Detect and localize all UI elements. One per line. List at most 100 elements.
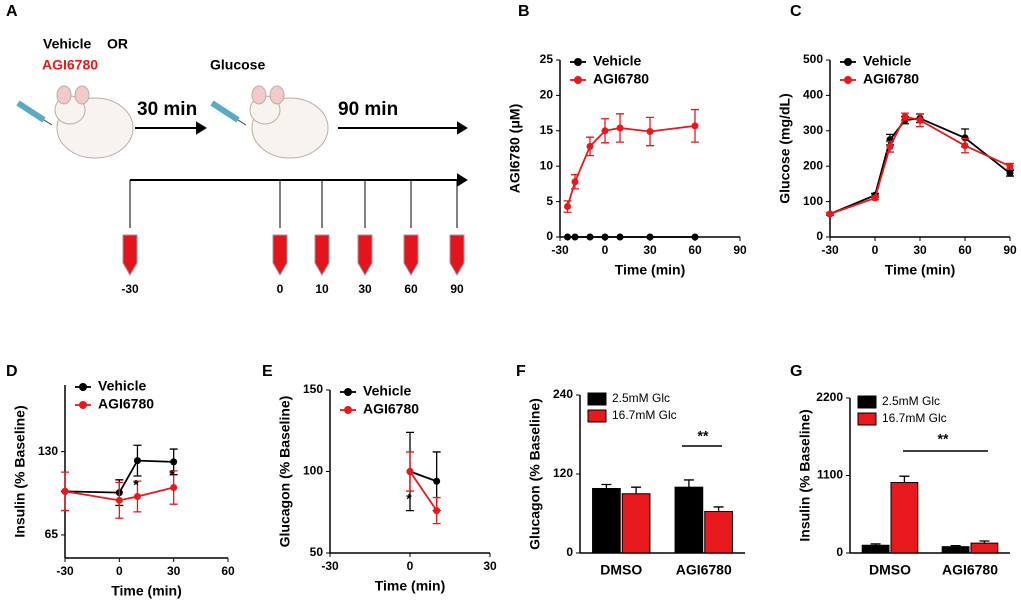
y-axis-label: Glucose (mg/dL) <box>777 93 793 203</box>
diagram: A Vehicle OR AGI6780 Glucose 30 min 90 m… <box>6 3 468 276</box>
y-tick-label: 0 <box>816 229 823 243</box>
legend-label: AGI6780 <box>98 396 154 412</box>
panel-letter: B <box>518 3 530 20</box>
legend-marker <box>344 388 352 396</box>
data-point <box>170 484 178 492</box>
error-bar <box>870 543 881 546</box>
x-tick-label: -30 <box>551 243 569 257</box>
data-point <box>691 122 699 130</box>
panel-letter: E <box>262 363 273 380</box>
data-point <box>564 233 571 241</box>
series-line <box>829 115 1011 215</box>
error-bar <box>713 506 724 512</box>
timepoint-label: 30 <box>358 282 372 296</box>
data-point <box>586 233 594 241</box>
y-tick-label: 0 <box>546 229 553 243</box>
panel-letter: D <box>6 363 18 380</box>
bar <box>621 493 651 554</box>
y-tick-label: 130 <box>38 444 58 458</box>
legend-label: 16.7mM Glc <box>882 411 947 425</box>
y-axis-label: Insulin (% Baseline) <box>12 405 28 537</box>
legend-marker <box>574 58 582 66</box>
legend-label: Vehicle <box>863 53 911 69</box>
annotation: * <box>169 467 175 483</box>
annotation: * <box>406 491 412 507</box>
error-bar <box>683 479 694 488</box>
x-tick-label: 60 <box>958 243 972 257</box>
x-tick-label: 0 <box>602 243 609 257</box>
data-point <box>564 203 571 211</box>
data-point <box>571 233 579 241</box>
legend-swatch <box>587 409 607 423</box>
data-point <box>1006 162 1014 170</box>
timepoint-label: 90 <box>450 282 464 296</box>
x-tick-label: -30 <box>321 559 339 573</box>
x-tick-label: 30 <box>643 243 657 257</box>
series-line <box>566 124 696 207</box>
y-tick-label: 20 <box>540 88 554 102</box>
or-label: OR <box>107 36 128 52</box>
x-tick-label: 0 <box>116 564 123 578</box>
y-tick-label: 25 <box>540 52 554 66</box>
y-tick-label: 100 <box>803 194 823 208</box>
legend-marker <box>79 383 87 391</box>
series-line <box>409 470 437 483</box>
y-axis-label: Glucagon (% Baseline) <box>277 396 293 548</box>
data-point <box>616 124 624 132</box>
x-tick-label: AGI6780 <box>942 562 998 578</box>
x-axis-label: Time (min) <box>375 578 446 594</box>
data-point <box>1006 169 1014 177</box>
data-point <box>571 178 579 186</box>
data-point <box>170 458 178 466</box>
data-point <box>691 233 699 241</box>
data-point <box>961 134 969 142</box>
x-tick-label: AGI6780 <box>676 562 732 578</box>
data-point <box>646 233 654 241</box>
y-axis-label: Insulin (% Baseline) <box>797 409 813 541</box>
legend-label: 2.5mM Glc <box>612 391 670 405</box>
timepoint-label: -30 <box>121 282 139 296</box>
legend-label: Vehicle <box>363 383 411 399</box>
tubes <box>122 234 465 276</box>
timepoint-label: 0 <box>277 282 284 296</box>
annotation: ** <box>698 428 709 444</box>
y-tick-label: 240 <box>553 387 573 401</box>
step-label: 30 min <box>137 99 197 120</box>
x-tick-label: 60 <box>688 243 702 257</box>
data-point <box>901 113 909 121</box>
error-bar <box>601 483 612 489</box>
panel-letter: G <box>790 363 802 380</box>
legend-swatch <box>857 412 877 426</box>
data-point <box>826 210 834 218</box>
legend-label: AGI6780 <box>863 71 919 87</box>
legend-label: 2.5mM Glc <box>882 394 940 408</box>
x-axis-label: Time (min) <box>111 583 182 599</box>
series-line <box>409 470 438 512</box>
legend-label: 16.7mM Glc <box>612 408 677 422</box>
bar <box>674 486 704 554</box>
x-tick-label: 30 <box>167 564 181 578</box>
y-tick-label: 5 <box>546 194 553 208</box>
bar <box>970 542 999 554</box>
panel-letter: C <box>790 3 802 20</box>
y-tick-label: 100 <box>303 464 323 478</box>
agi-label: AGI6780 <box>42 57 98 73</box>
y-tick-label: 400 <box>803 88 823 102</box>
legend-marker <box>844 58 852 66</box>
x-tick-label: 30 <box>483 559 497 573</box>
y-tick-label: 300 <box>803 123 823 137</box>
legend-label: Vehicle <box>593 53 641 69</box>
data-point <box>133 492 141 500</box>
y-axis-label: Glucagon (% Baseline) <box>527 398 543 550</box>
legend-swatch <box>587 392 607 406</box>
y-tick-label: 1100 <box>817 468 843 482</box>
y-tick-label: 10 <box>540 158 554 172</box>
x-tick-label: -30 <box>56 564 74 578</box>
data-point <box>961 142 969 150</box>
y-tick-label: 0 <box>566 545 573 559</box>
bar <box>941 546 970 554</box>
annotation: * <box>133 477 139 493</box>
bar <box>890 482 919 554</box>
error-bar <box>631 486 642 494</box>
